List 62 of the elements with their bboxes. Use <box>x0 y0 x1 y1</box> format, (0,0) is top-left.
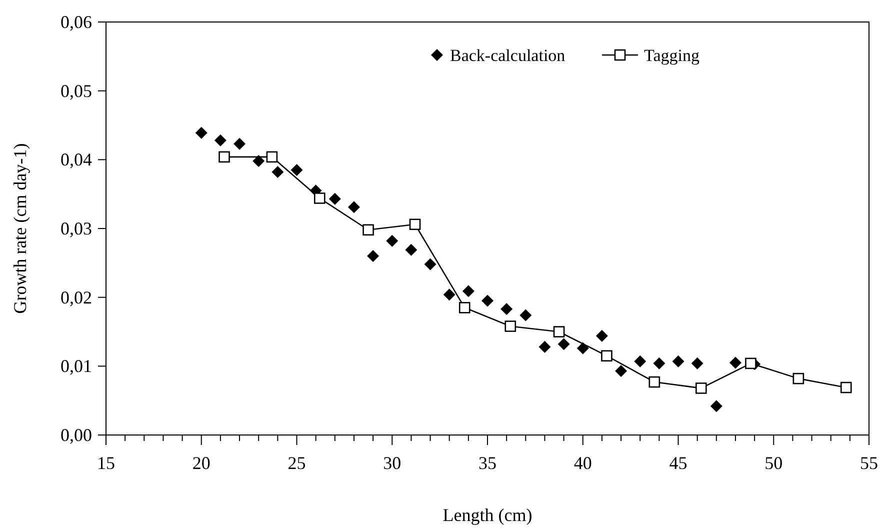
point <box>672 355 684 368</box>
point <box>538 340 551 353</box>
x-tick-label: 20 <box>192 453 210 473</box>
point <box>266 151 278 163</box>
point <box>615 364 628 377</box>
y-tick-label: 0,05 <box>60 80 92 101</box>
legend-label: Back-calculation <box>450 46 566 65</box>
y-tick-label: 0,02 <box>60 287 92 308</box>
point <box>409 218 421 230</box>
y-axis-title: Growth rate (cm day-1) <box>10 143 30 314</box>
point <box>504 320 516 332</box>
point <box>443 288 456 301</box>
point <box>290 164 303 176</box>
y-tick-label: 0,03 <box>60 218 92 238</box>
y-tick-label: 0,04 <box>60 150 92 170</box>
point <box>218 151 230 163</box>
point <box>729 356 742 369</box>
point <box>653 357 666 370</box>
x-tick-label: 40 <box>574 453 592 473</box>
point <box>695 382 707 394</box>
point <box>424 258 436 270</box>
point <box>691 357 704 370</box>
point <box>576 342 589 354</box>
x-tick-label: 35 <box>478 453 496 473</box>
x-tick-label: 30 <box>383 453 402 473</box>
point <box>648 376 660 388</box>
point <box>234 138 246 150</box>
y-tick-label: 0,01 <box>60 356 92 376</box>
point <box>386 234 398 247</box>
point <box>710 400 722 412</box>
point <box>252 155 265 168</box>
point <box>745 358 756 370</box>
x-tick-label: 45 <box>669 453 688 473</box>
point <box>558 338 570 350</box>
point <box>405 244 418 256</box>
x-tick-label: 15 <box>97 453 115 473</box>
x-axis-title: Length (cm) <box>442 505 532 525</box>
point <box>458 302 470 314</box>
point <box>596 330 608 342</box>
point <box>482 294 494 307</box>
point <box>840 382 852 394</box>
point <box>362 224 374 236</box>
point <box>792 372 804 384</box>
point <box>520 309 532 322</box>
x-tick-label: 25 <box>288 453 306 473</box>
point <box>367 250 380 262</box>
point <box>272 166 284 178</box>
y-tick-label: 0,06 <box>60 12 92 32</box>
point <box>553 326 565 338</box>
point <box>348 201 360 214</box>
point <box>500 303 513 316</box>
legend-label: Tagging <box>644 46 700 65</box>
x-tick-label: 50 <box>764 453 783 473</box>
point <box>601 350 612 362</box>
point <box>462 285 474 298</box>
point <box>634 355 646 368</box>
point <box>195 126 208 139</box>
point <box>214 134 226 146</box>
x-tick-label: 55 <box>860 453 878 473</box>
y-tick-label: 0,00 <box>60 425 92 445</box>
point <box>328 192 341 205</box>
point <box>314 192 326 204</box>
